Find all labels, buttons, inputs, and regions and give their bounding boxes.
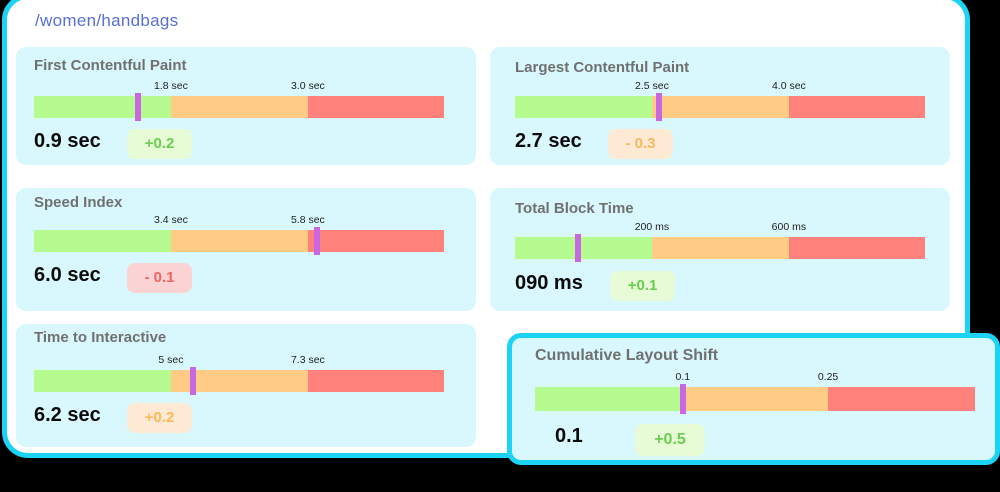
delta-badge: - 0.1	[127, 263, 192, 293]
metric-title: Speed Index	[34, 194, 123, 211]
gauge-poor-segment	[307, 370, 444, 392]
gauge-good-segment	[34, 96, 171, 118]
delta-badge: +0.5	[635, 424, 705, 456]
metric-panel-tbt: Total Block Time 200 ms 600 ms 090 ms +0…	[490, 188, 950, 311]
current-value-marker	[575, 234, 582, 262]
metric-title: Time to Interactive	[34, 329, 167, 346]
gauge-good-segment	[515, 96, 652, 118]
gauge-good-segment	[515, 237, 652, 259]
gauge-poor-segment	[307, 96, 444, 118]
gauge-needs-improvement-segment	[170, 370, 308, 392]
delta-badge: +0.2	[127, 129, 192, 159]
current-value-marker	[313, 227, 320, 255]
page-performance-card: /women/handbags First Contentful Paint 1…	[2, 0, 970, 458]
threshold-good-label: 2.5 sec	[635, 80, 669, 92]
threshold-poor-label: 4.0 sec	[771, 80, 806, 92]
threshold-good-label: 0.1	[675, 371, 691, 383]
threshold-good-label: 1.8 sec	[154, 80, 188, 92]
delta-badge: +0.1	[610, 271, 675, 301]
metric-value: 090 ms	[515, 272, 583, 294]
gauge-good-segment	[34, 230, 171, 252]
gauge-needs-improvement-segment	[651, 96, 789, 118]
gauge-needs-improvement-segment	[682, 387, 829, 411]
gauge-poor-segment	[788, 96, 925, 118]
current-value-marker	[190, 367, 197, 395]
metric-value: 0.9 sec	[34, 130, 101, 152]
threshold-poor-label: 0.25	[817, 371, 839, 383]
metric-title: Largest Contentful Paint	[515, 59, 690, 76]
metric-gauge-bar: 200 ms 600 ms	[515, 221, 925, 262]
metric-gauge-bar: 5 sec 7.3 sec	[34, 354, 444, 395]
threshold-poor-label: 5.8 sec	[290, 214, 325, 226]
delta-badge: - 0.3	[608, 129, 673, 159]
current-value-marker	[655, 93, 662, 121]
gauge-poor-segment	[828, 387, 975, 411]
threshold-good-label: 3.4 sec	[154, 214, 188, 226]
metric-value: 6.2 sec	[34, 404, 101, 426]
gauge-needs-improvement-segment	[170, 96, 308, 118]
route-path[interactable]: /women/handbags	[35, 11, 179, 30]
gauge-good-segment	[535, 387, 683, 411]
metric-title: First Contentful Paint	[34, 57, 187, 74]
threshold-good-label: 200 ms	[634, 221, 670, 233]
metric-value: 6.0 sec	[34, 264, 101, 286]
threshold-good-label: 5 sec	[158, 354, 184, 366]
metric-gauge-bar: 3.4 sec 5.8 sec	[34, 214, 444, 255]
current-value-marker	[135, 93, 142, 121]
gauge-good-segment	[34, 370, 171, 392]
metric-panel-cls: Cumulative Layout Shift 0.1 0.25 0.1 +0.…	[507, 333, 1000, 465]
threshold-poor-label: 3.0 sec	[290, 80, 325, 92]
metric-gauge-bar: 0.1 0.25	[535, 371, 975, 414]
metric-panel-fcp: First Contentful Paint 1.8 sec 3.0 sec 0…	[16, 47, 476, 165]
metric-gauge-bar: 1.8 sec 3.0 sec	[34, 80, 444, 121]
metric-title: Total Block Time	[515, 200, 634, 217]
metric-panel-tti: Time to Interactive 5 sec 7.3 sec 6.2 se…	[16, 324, 476, 447]
metric-value: 2.7 sec	[515, 130, 582, 152]
metric-panel-speed-index: Speed Index 3.4 sec 5.8 sec 6.0 sec - 0.…	[16, 188, 476, 311]
threshold-poor-label: 7.3 sec	[290, 354, 325, 366]
metric-title: Cumulative Layout Shift	[535, 347, 719, 364]
metric-value: 0.1	[555, 425, 583, 447]
gauge-poor-segment	[307, 230, 444, 252]
gauge-needs-improvement-segment	[651, 237, 789, 259]
current-value-marker	[679, 384, 686, 414]
threshold-poor-label: 600 ms	[771, 221, 807, 233]
delta-badge: +0.2	[127, 403, 192, 433]
gauge-poor-segment	[788, 237, 925, 259]
metric-gauge-bar: 2.5 sec 4.0 sec	[515, 80, 925, 121]
gauge-needs-improvement-segment	[170, 230, 308, 252]
metric-panel-lcp: Largest Contentful Paint 2.5 sec 4.0 sec…	[490, 47, 950, 165]
